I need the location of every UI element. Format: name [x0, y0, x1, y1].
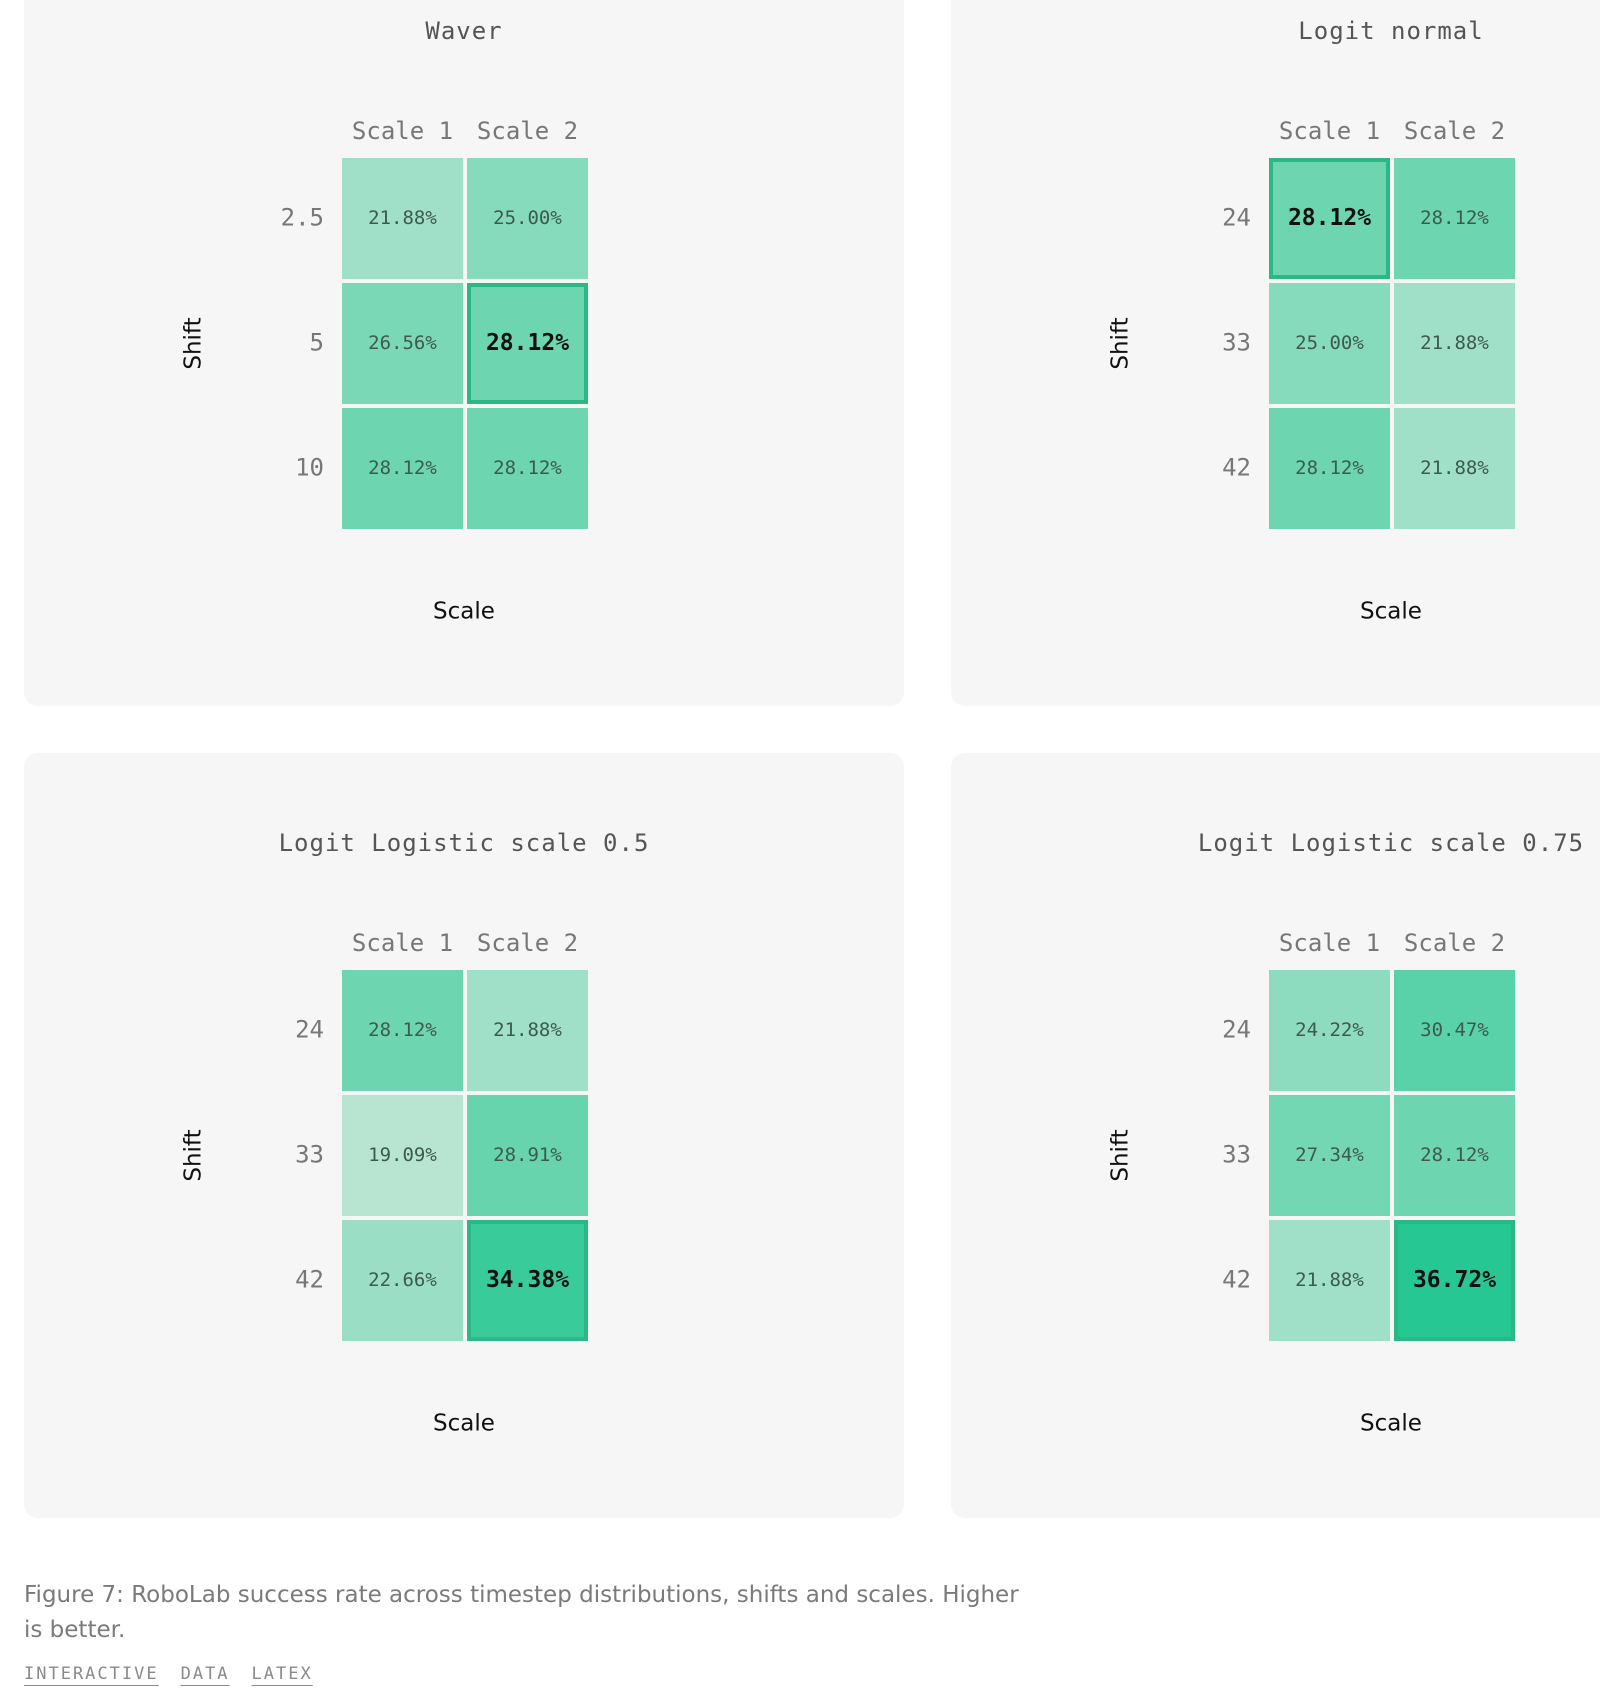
x-axis-label: Scale [433, 599, 495, 625]
highlight-border [1269, 158, 1390, 279]
heatmap-cell [1394, 1095, 1515, 1216]
cell-label: 21.88% [493, 1019, 562, 1041]
cell-label: 28.12% [1288, 205, 1371, 231]
chart-title: Logit Logistic scale 0.5 [279, 829, 650, 857]
cell-label: 28.12% [493, 457, 562, 479]
cell-label: 28.12% [368, 1019, 437, 1041]
cell-label: 21.88% [1420, 457, 1489, 479]
cell-label: 36.72% [1413, 1267, 1496, 1293]
column-label: Scale 2 [1404, 117, 1505, 145]
cell-label: 30.47% [1420, 1019, 1489, 1041]
cell-label: 28.12% [1295, 457, 1364, 479]
column-label: Scale 2 [477, 117, 578, 145]
cell-label: 26.56% [368, 332, 437, 354]
heatmap-cell [342, 1095, 463, 1216]
heatmap-cell [467, 283, 588, 404]
row-label: 33 [1222, 1141, 1251, 1169]
heatmap-cell [342, 408, 463, 529]
heatmap-cell [1394, 283, 1515, 404]
row-label: 33 [295, 1141, 324, 1169]
heatmap-cell [1269, 1095, 1390, 1216]
links: INTERACTIVE DATA LATEX [24, 1664, 335, 1684]
column-label: Scale 1 [1279, 117, 1380, 145]
highlight-border [467, 1220, 588, 1341]
cell-label: 25.00% [1295, 332, 1364, 354]
heatmap-cell [1269, 1220, 1390, 1341]
heatmap-cell [342, 970, 463, 1091]
heatmap-cell [1269, 158, 1390, 279]
heatmap-cell [342, 283, 463, 404]
row-label: 2.5 [281, 204, 324, 232]
row-label: 10 [295, 454, 324, 482]
chart-title: Waver [425, 17, 502, 45]
cell-label: 28.12% [368, 457, 437, 479]
row-label: 33 [1222, 329, 1251, 357]
column-label: Scale 1 [1279, 929, 1380, 957]
link[interactable]: INTERACTIVE [24, 1664, 159, 1684]
cell-label: 21.88% [368, 207, 437, 229]
column-label: Scale 1 [352, 117, 453, 145]
heatmap-cell [1269, 408, 1390, 529]
heatmap-cell [1269, 283, 1390, 404]
row-label: 24 [295, 1016, 324, 1044]
chart-title: Logit Logistic scale 0.75 [1198, 829, 1584, 857]
cell-label: 28.12% [1420, 207, 1489, 229]
column-label: Scale 2 [477, 929, 578, 957]
cell-label: 19.09% [368, 1144, 437, 1166]
row-label: 42 [1222, 454, 1251, 482]
cell-label: 27.34% [1295, 1144, 1364, 1166]
cell-label: 28.12% [1420, 1144, 1489, 1166]
heatmap-cell [467, 408, 588, 529]
heatmap-cell [342, 1220, 463, 1341]
heatmap-cell [1394, 970, 1515, 1091]
row-label: 42 [1222, 1266, 1251, 1294]
row-label: 24 [1222, 1016, 1251, 1044]
heatmap-cell [1394, 1220, 1515, 1341]
caption: Figure 7: RoboLab success rate across ti… [24, 1582, 1019, 1643]
cell-label: 34.38% [486, 1267, 569, 1293]
heatmap-cell [467, 1095, 588, 1216]
chart-title: Logit normal [1298, 17, 1483, 45]
y-axis-label: Shift [181, 317, 207, 369]
cell-label: 28.12% [486, 330, 569, 356]
x-axis-label: Scale [1360, 599, 1422, 625]
heatmap-cell [1394, 158, 1515, 279]
cell-label: 25.00% [493, 207, 562, 229]
heatmap-cell [1394, 408, 1515, 529]
column-label: Scale 1 [352, 929, 453, 957]
cell-label: 21.88% [1295, 1269, 1364, 1291]
x-axis-label: Scale [433, 1411, 495, 1437]
column-label: Scale 2 [1404, 929, 1505, 957]
highlight-border [467, 283, 588, 404]
y-axis-label: Shift [1108, 317, 1134, 369]
heatmap-cell [467, 1220, 588, 1341]
link[interactable]: DATA [180, 1664, 230, 1684]
heatmap-cell [342, 158, 463, 279]
y-axis-label: Shift [181, 1129, 207, 1181]
cell-label: 22.66% [368, 1269, 437, 1291]
y-axis-label: Shift [1108, 1129, 1134, 1181]
heatmap-cell [467, 158, 588, 279]
row-label: 24 [1222, 204, 1251, 232]
link[interactable]: LATEX [251, 1664, 313, 1684]
heatmap-cell [467, 970, 588, 1091]
cell-label: 28.91% [493, 1144, 562, 1166]
panel [24, 0, 904, 706]
cell-label: 24.22% [1295, 1019, 1364, 1041]
row-label: 42 [295, 1266, 324, 1294]
cell-label: 21.88% [1420, 332, 1489, 354]
row-label: 5 [310, 329, 324, 357]
highlight-border [1394, 1220, 1515, 1341]
panel [24, 753, 904, 1518]
x-axis-label: Scale [1360, 1411, 1422, 1437]
heatmap-cell [1269, 970, 1390, 1091]
